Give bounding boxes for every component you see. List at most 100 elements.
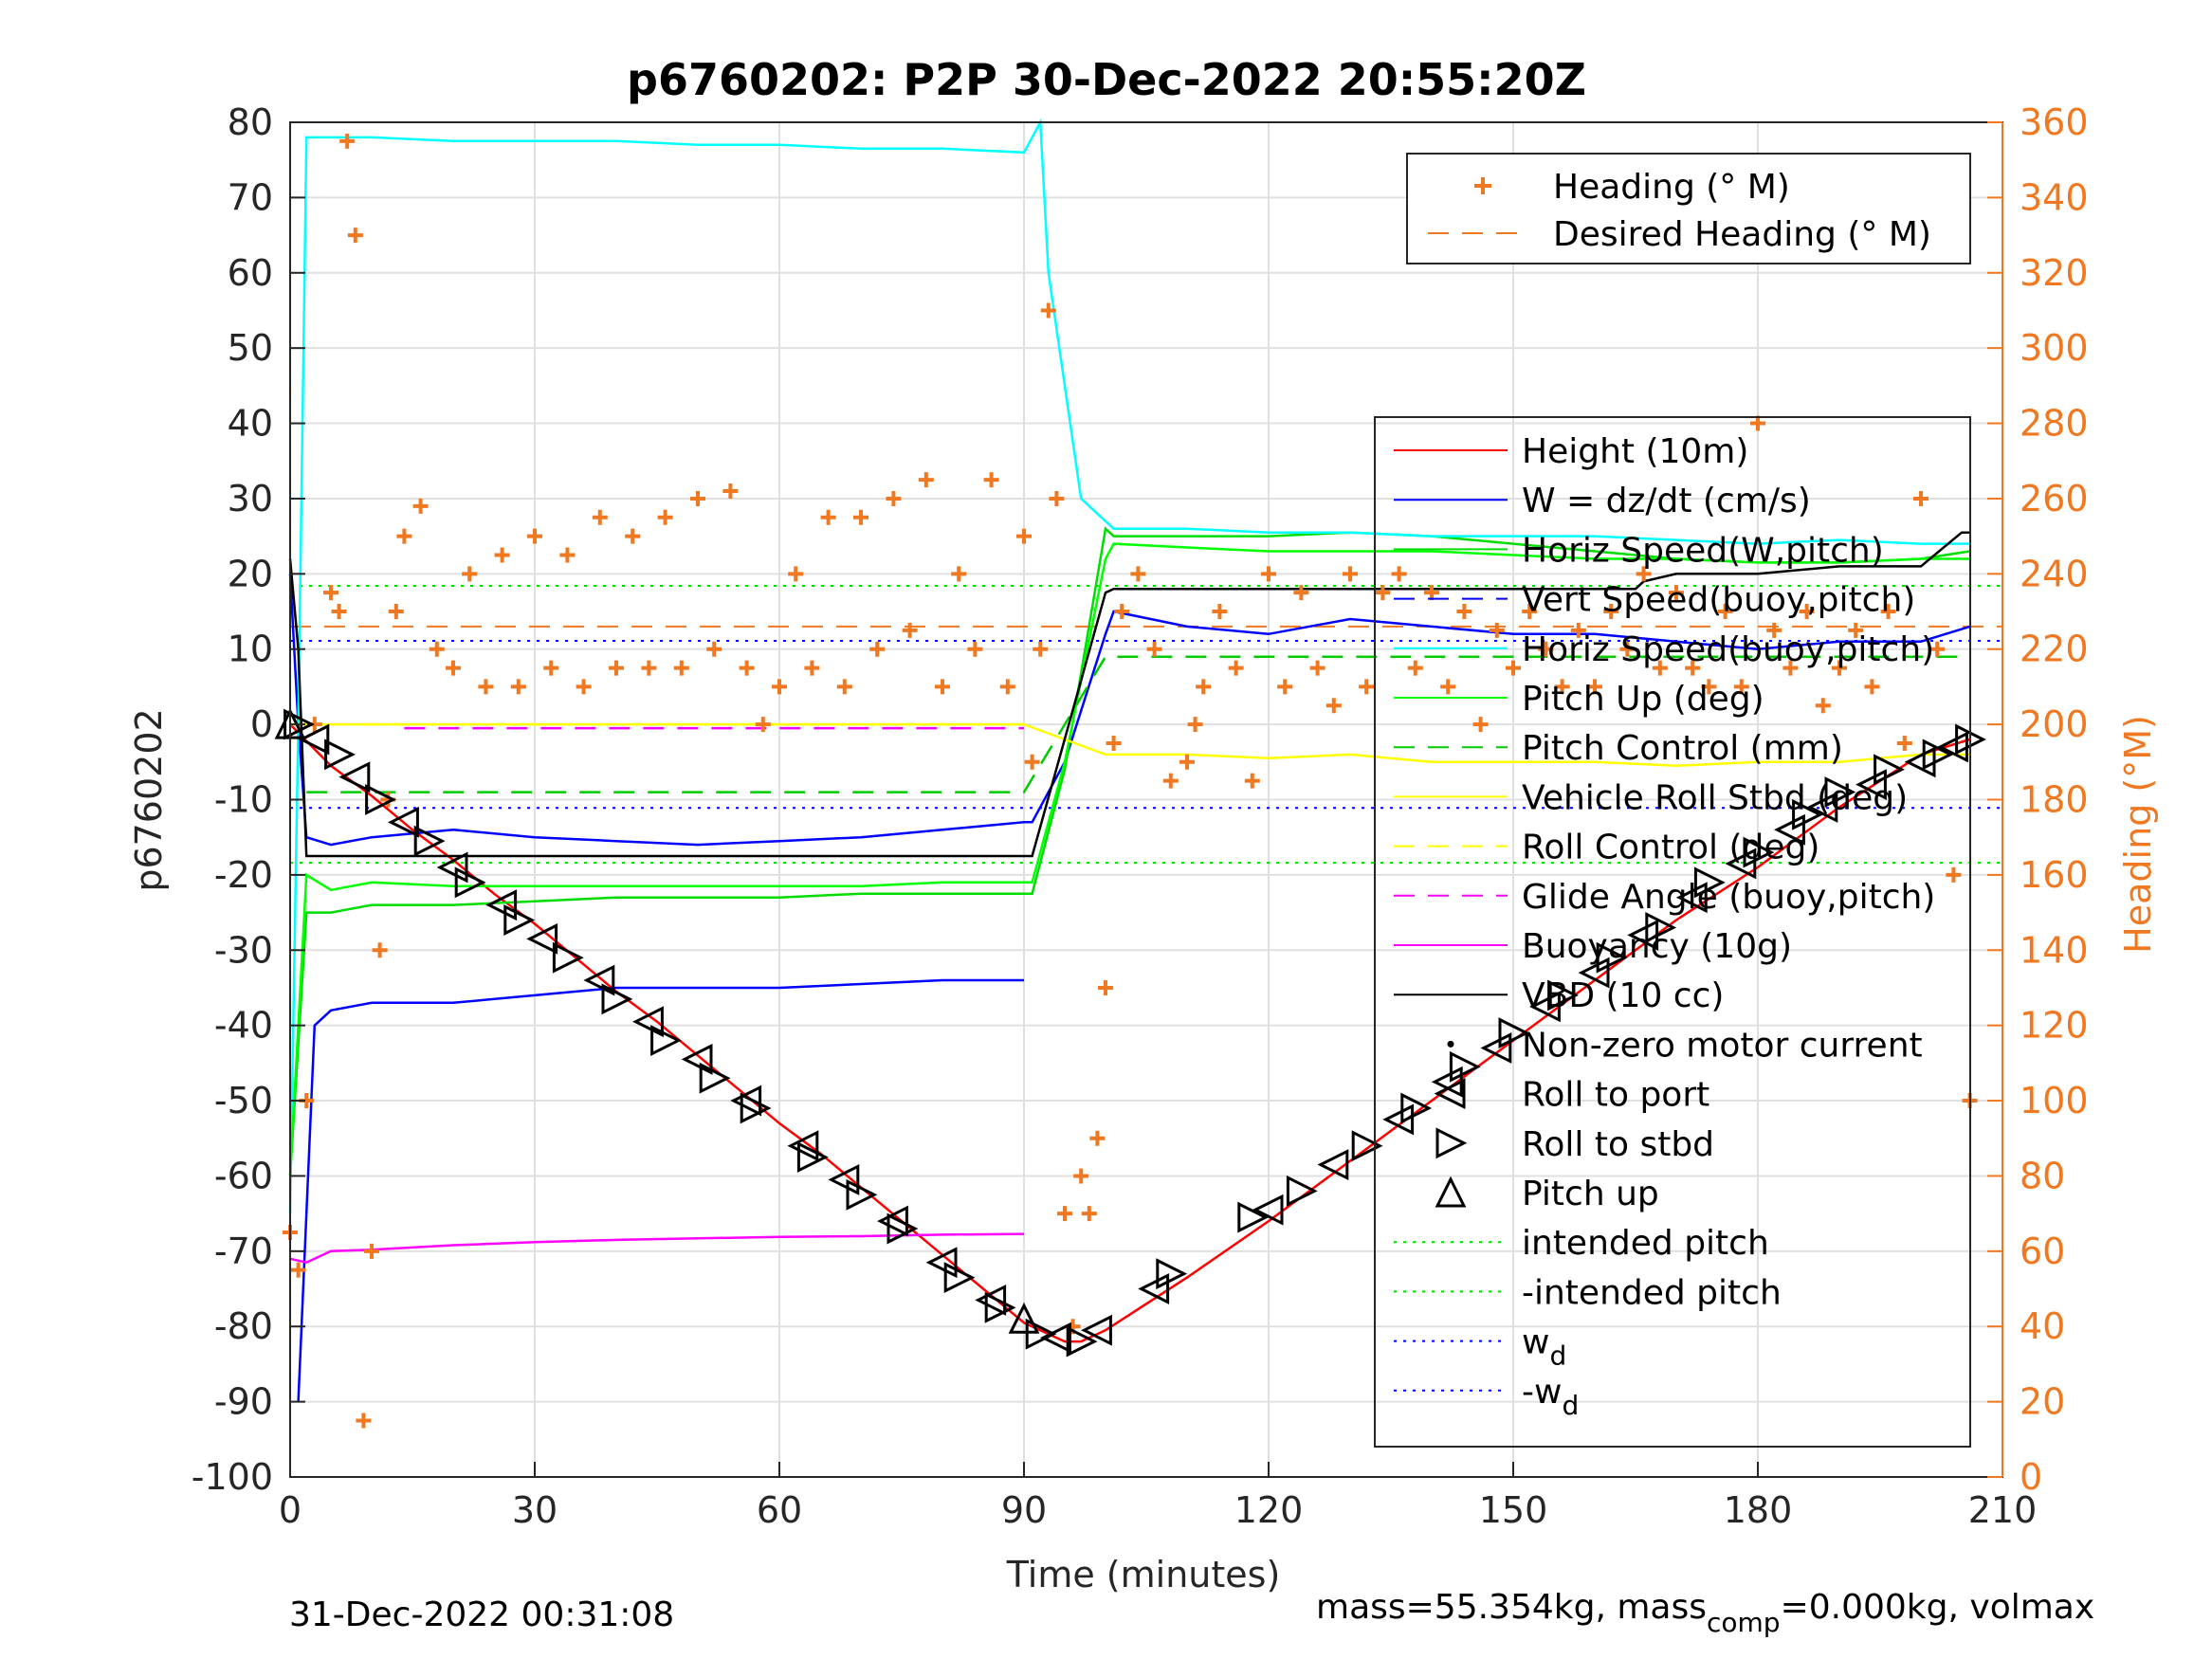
legend-label: Horiz Speed(buoy,pitch) [1522, 630, 1934, 669]
triangle-left-marker [1529, 991, 1561, 1023]
heading-point [323, 585, 338, 601]
triangle-right-marker [1025, 1318, 1057, 1350]
legend-label-text: Horiz Speed(buoy,pitch) [1522, 630, 1934, 669]
grid [289, 121, 2003, 1478]
y2-tick-label: 0 [2020, 1456, 2042, 1498]
reference-lines [290, 585, 2002, 865]
legend-label: Desired Heading (° M) [1553, 215, 1931, 254]
heading-point [1782, 660, 1799, 676]
heading-point [1733, 679, 1749, 695]
heading-point [1603, 604, 1619, 620]
legend-plus-symbol [1474, 177, 1491, 194]
legend-main: Height (10m) W = dz/dt (cm/s) Horiz Speed(… [1374, 416, 1971, 1448]
triangle-left-marker [1627, 919, 1659, 951]
legend-entry-heading-m: Heading (° M) [1474, 168, 1790, 207]
heading-point [690, 490, 705, 506]
footer-mass-suffix: =0.000kg, volmax [1781, 1588, 2095, 1627]
triangle-left-marker [526, 922, 558, 955]
heading-point [1244, 773, 1260, 789]
heading-point [1049, 490, 1065, 506]
footer-timestamp: 31-Dec-2022 00:31:08 [289, 1595, 674, 1634]
heading-point [706, 641, 722, 657]
legend-entry-vert-speed-buoy-pitch: Vert Speed(buoy,pitch) [1394, 581, 1915, 620]
heading-point [1652, 660, 1668, 676]
triangle-right-marker [1498, 1017, 1530, 1049]
x-tick-label: 60 [757, 1489, 802, 1531]
heading-point [412, 498, 429, 514]
legend-entry-non-zero-motor-current: Non-zero motor current [1447, 1026, 1923, 1065]
triangle-right-marker [365, 784, 396, 815]
y-tick-label: 60 [228, 252, 273, 294]
series-line-vbd-10-cc [288, 531, 1970, 858]
heading-point [1472, 717, 1489, 733]
y-tick-label: -40 [214, 1005, 273, 1047]
heading-point [290, 1262, 306, 1278]
triangle-left-marker [828, 1163, 860, 1195]
legend-label-text: Buoyancy (10g) [1522, 927, 1792, 966]
heading-point [1832, 660, 1847, 676]
legend-label-text: Vehicle Roll Stbd (deg) [1522, 778, 1908, 817]
y-tick-label: -50 [214, 1080, 273, 1121]
heading-point [1407, 660, 1423, 676]
legend-label-text: VBD (10 cc) [1522, 976, 1724, 1015]
y2-tick-label: 280 [2020, 403, 2089, 445]
heading-point [918, 472, 934, 488]
legend-triangle-symbol [1435, 1176, 1467, 1208]
y-tick-label: 50 [228, 327, 273, 369]
heading-point [1343, 566, 1358, 582]
triangle-right-marker [1743, 836, 1775, 868]
triangle-right-marker [943, 1262, 976, 1294]
heading-point [1799, 604, 1815, 620]
triangle-left-marker [1806, 792, 1838, 823]
legend-label: Pitch Up (deg) [1522, 680, 1764, 719]
heading-point [356, 1413, 372, 1429]
triangle-left-marker [485, 889, 518, 921]
legend-label-text: intended pitch [1522, 1224, 1769, 1263]
triangle-left-marker [1081, 1314, 1112, 1346]
triangle-right-marker [1351, 1130, 1383, 1162]
triangle-right-marker [1449, 1050, 1481, 1083]
heading-point [1040, 302, 1056, 319]
triangle-right-marker [454, 866, 486, 899]
heading-point [1057, 1206, 1072, 1222]
heading-point [1717, 604, 1733, 620]
triangle-left-marker [1317, 1149, 1349, 1180]
heading-point [886, 490, 902, 506]
triangle-left-marker [681, 1043, 713, 1075]
triangle-left-marker [1382, 1103, 1415, 1136]
legend-entry-w-dz-dt-cm-s: W = dz/dt (cm/s) [1394, 482, 1811, 520]
legend-heading-box [1406, 153, 1971, 264]
heading-point [853, 509, 868, 525]
triangle-right-marker [1596, 941, 1628, 974]
triangle-left-marker [975, 1285, 1007, 1316]
legend-entry-roll-to-port: Roll to port [1434, 1076, 1709, 1115]
y2-tick-label: 260 [2020, 478, 2089, 520]
heading-point [1848, 622, 1864, 638]
triangle-left-marker [1138, 1273, 1170, 1304]
triangle-left-marker [1675, 882, 1708, 914]
legend-entry-roll-control-deg: Roll Control (deg) [1394, 829, 1819, 867]
y-tick-label: 40 [228, 403, 273, 445]
heading-point [902, 622, 918, 638]
legend-label: Roll Control (deg) [1522, 829, 1819, 867]
series-horiz-speed-w-pitch [288, 526, 1970, 1176]
triangle-up-marker [1008, 1302, 1040, 1334]
triangle-right-marker [324, 738, 356, 771]
legend-label: Pitch Control (mm) [1522, 729, 1843, 768]
triangle-right-marker [1400, 1092, 1433, 1124]
legend-dot-symbol [1447, 1040, 1454, 1048]
heading-point [446, 660, 461, 676]
legend-entry-buoyancy-10g: Buoyancy (10g) [1394, 927, 1792, 966]
heading-point [1913, 490, 1929, 506]
heading-point [1261, 566, 1276, 582]
triangle-left-marker [1578, 957, 1610, 989]
heading-point [1114, 604, 1130, 620]
y-tick-label: -80 [214, 1305, 273, 1347]
legend-label: Roll to stbd [1522, 1125, 1714, 1164]
heading-point [999, 679, 1015, 695]
heading-point [1506, 660, 1521, 676]
triangle-right-marker [796, 1141, 829, 1174]
heading-point [1375, 585, 1391, 601]
heading-point [1489, 622, 1505, 638]
legend-label: Vehicle Roll Stbd (deg) [1522, 778, 1908, 817]
